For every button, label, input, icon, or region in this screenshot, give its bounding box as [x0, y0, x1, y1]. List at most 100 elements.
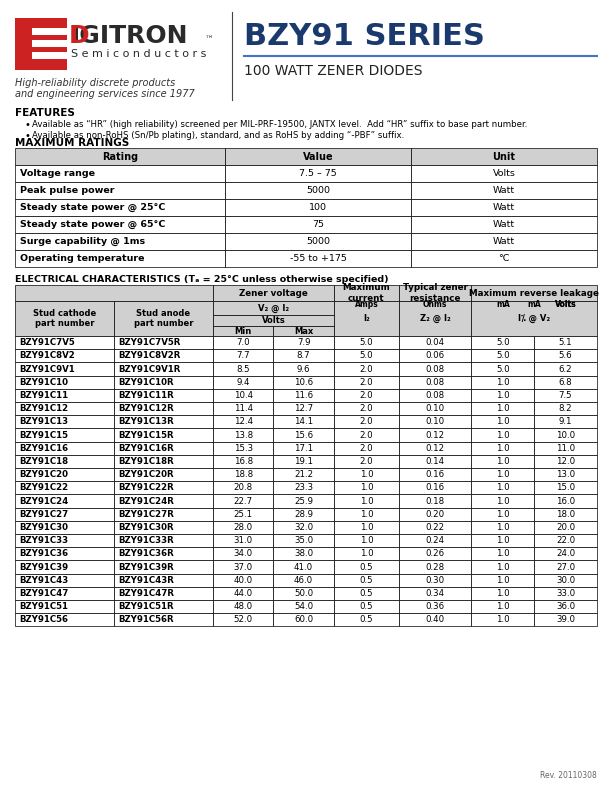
Text: 8.7: 8.7 [297, 352, 310, 360]
Text: FEATURES: FEATURES [15, 108, 75, 118]
Text: 10.4: 10.4 [234, 391, 253, 400]
Bar [213, 402, 274, 415]
Bar [114, 336, 213, 349]
Bar [334, 402, 399, 415]
Text: 1.0: 1.0 [496, 589, 510, 598]
Bar [334, 587, 399, 600]
Bar [534, 363, 597, 375]
Text: 0.36: 0.36 [425, 602, 445, 611]
Text: 7.9: 7.9 [297, 338, 310, 347]
Bar [274, 375, 334, 389]
Text: 7.5 – 75: 7.5 – 75 [299, 169, 337, 178]
Bar [15, 349, 114, 363]
Text: 38.0: 38.0 [294, 550, 313, 558]
Text: Min: Min [234, 326, 252, 336]
Bar [213, 428, 274, 442]
Bar [274, 494, 334, 508]
Text: Volts: Volts [493, 169, 515, 178]
Bar [334, 442, 399, 455]
Text: 1.0: 1.0 [360, 523, 373, 532]
Bar [471, 285, 597, 301]
Text: 41.0: 41.0 [294, 562, 313, 572]
Text: BZY91C15R: BZY91C15R [118, 431, 174, 440]
Bar [213, 389, 274, 402]
Bar [274, 613, 334, 626]
Bar [334, 415, 399, 428]
Text: 2.0: 2.0 [360, 364, 373, 374]
Text: BZY91C20R: BZY91C20R [118, 470, 174, 479]
Bar [471, 561, 534, 573]
Text: 1.0: 1.0 [496, 391, 510, 400]
Bar [114, 600, 213, 613]
Text: 33.0: 33.0 [556, 589, 575, 598]
Text: BZY91C43: BZY91C43 [19, 576, 69, 584]
Bar [32, 52, 67, 59]
Text: 7.0: 7.0 [236, 338, 250, 347]
Text: BZY91C33R: BZY91C33R [118, 536, 174, 545]
Bar [334, 363, 399, 375]
Text: 0.04: 0.04 [425, 338, 445, 347]
Bar [399, 336, 471, 349]
Text: BZY91C11: BZY91C11 [19, 391, 68, 400]
Bar [471, 482, 534, 494]
Text: 0.30: 0.30 [425, 576, 445, 584]
Bar [15, 547, 114, 561]
Text: 1.0: 1.0 [496, 470, 510, 479]
Text: 0.34: 0.34 [425, 589, 445, 598]
Bar [534, 415, 597, 428]
Bar [225, 199, 411, 216]
Text: 16.0: 16.0 [556, 497, 575, 505]
Bar [114, 301, 213, 336]
Bar [334, 494, 399, 508]
Bar [399, 402, 471, 415]
Text: 22.0: 22.0 [556, 536, 575, 545]
Text: 0.26: 0.26 [425, 550, 445, 558]
Text: 8.2: 8.2 [559, 404, 572, 413]
Text: 5.0: 5.0 [496, 338, 510, 347]
Text: BZY91C13: BZY91C13 [19, 417, 68, 426]
Text: Amps: Amps [354, 300, 378, 309]
Text: 0.22: 0.22 [425, 523, 445, 532]
Bar [534, 521, 597, 534]
Text: Volts: Volts [261, 316, 285, 325]
Bar [15, 494, 114, 508]
Text: 34.0: 34.0 [234, 550, 253, 558]
Text: 5.0: 5.0 [496, 352, 510, 360]
Text: BZY91 SERIES: BZY91 SERIES [244, 22, 485, 51]
Bar [534, 613, 597, 626]
Text: 7.7: 7.7 [236, 352, 250, 360]
Text: 1.0: 1.0 [496, 483, 510, 493]
Bar [213, 521, 274, 534]
Text: 20.0: 20.0 [556, 523, 575, 532]
Bar [114, 561, 213, 573]
Text: 15.0: 15.0 [556, 483, 575, 493]
Text: 60.0: 60.0 [294, 615, 313, 624]
Text: BZY91C39: BZY91C39 [19, 562, 68, 572]
Bar [15, 468, 114, 482]
Text: Maximum reverse leakage: Maximum reverse leakage [469, 288, 599, 298]
Bar [15, 199, 225, 216]
Text: 24.0: 24.0 [556, 550, 575, 558]
Text: 1.0: 1.0 [496, 576, 510, 584]
Bar [274, 521, 334, 534]
Text: BZY91C24R: BZY91C24R [118, 497, 174, 505]
Bar [114, 547, 213, 561]
Text: 18.8: 18.8 [234, 470, 253, 479]
Bar [334, 482, 399, 494]
Bar [274, 363, 334, 375]
Bar [114, 508, 213, 521]
Bar [411, 233, 597, 250]
Bar [334, 349, 399, 363]
Bar [274, 326, 334, 336]
Text: 1.0: 1.0 [496, 510, 510, 519]
Bar [114, 402, 213, 415]
Bar [399, 482, 471, 494]
Text: 1.0: 1.0 [360, 550, 373, 558]
Text: 5.0: 5.0 [360, 338, 373, 347]
Text: Stud anode
part number: Stud anode part number [134, 309, 193, 328]
Bar [471, 534, 534, 547]
Bar [534, 336, 597, 349]
Text: 1.0: 1.0 [496, 378, 510, 386]
Bar [114, 468, 213, 482]
Bar [213, 482, 274, 494]
